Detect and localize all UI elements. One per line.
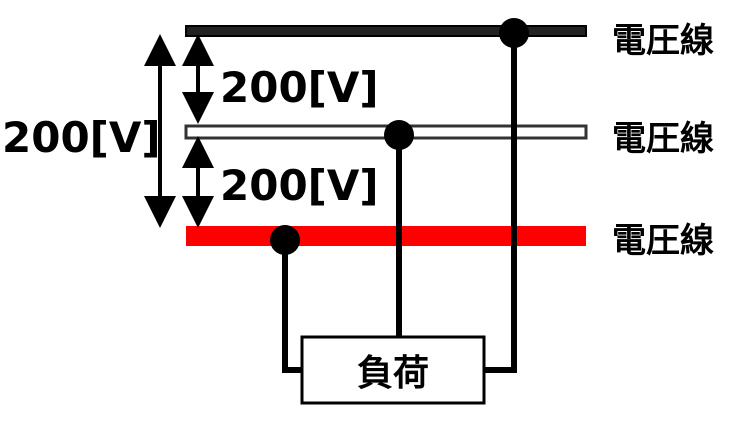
top-line-label: 電圧線	[612, 21, 714, 61]
top-voltage-line	[185, 25, 587, 37]
bottom-voltage-line	[186, 226, 586, 246]
middle-connection-dot	[384, 120, 414, 150]
lower-voltage-label: 200[V]	[220, 161, 379, 210]
bottom-connection-dot	[270, 225, 300, 255]
top-connection-dot	[499, 18, 529, 48]
bottom-line-label: 電圧線	[612, 221, 714, 261]
wire-from-bottom-line	[282, 240, 302, 373]
total-voltage-label: 200[V]	[2, 113, 161, 162]
wire-from-top-line	[484, 33, 517, 373]
load-box	[300, 335, 486, 405]
upper-voltage-label: 200[V]	[220, 63, 379, 112]
load-label: 負荷	[357, 353, 429, 394]
middle-line-label: 電圧線	[612, 119, 714, 159]
